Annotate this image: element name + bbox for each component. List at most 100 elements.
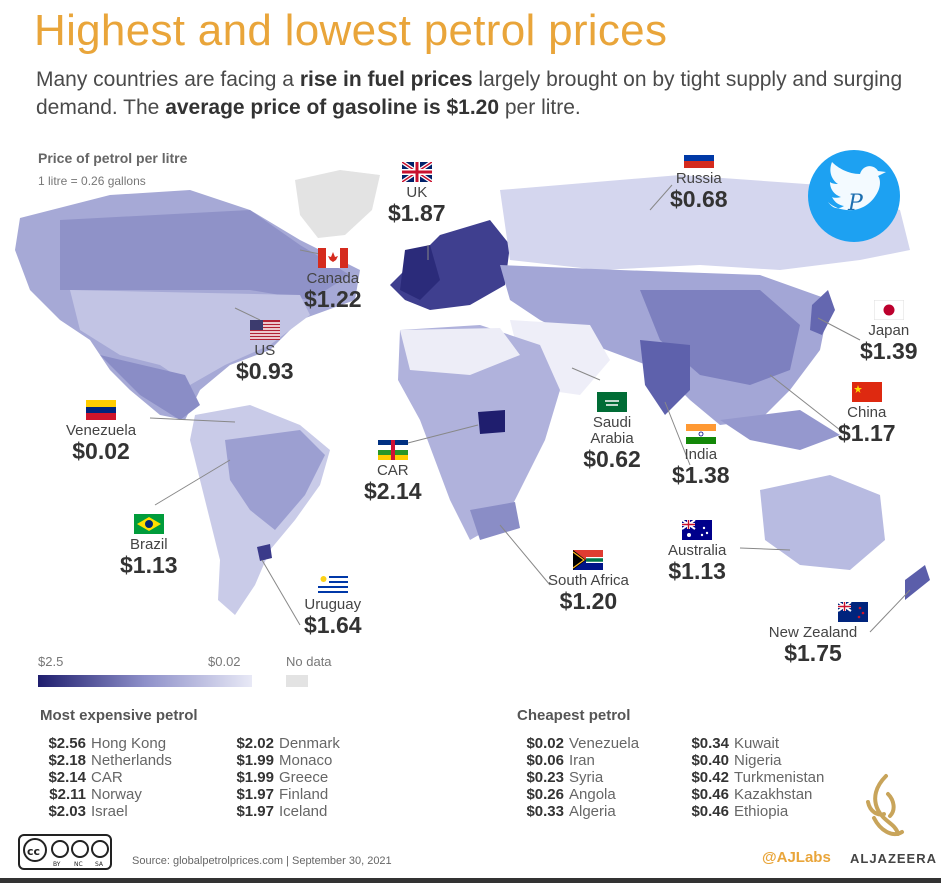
callout-uk: UK $1.87 (388, 162, 446, 225)
callout-car: CAR $2.14 (364, 440, 422, 503)
region-south-africa (470, 502, 520, 540)
leader-russia (649, 184, 673, 211)
callout-india-price: $1.38 (672, 461, 730, 488)
venezuela-flag-icon (86, 400, 117, 420)
list-item: $1.97 Finland (236, 786, 329, 803)
legend-color-scale (38, 675, 252, 687)
callout-south-africa-name: South Africa (548, 572, 629, 589)
world-map (15, 170, 930, 633)
callout-south-africa-price: $1.20 (559, 587, 618, 614)
list-item: $0.46 Kazakhstan (691, 786, 813, 803)
callout-new-zealand-price: $1.75 (784, 639, 842, 666)
callout-russia: Russia $0.68 (670, 148, 728, 211)
leader-australia (739, 547, 791, 551)
list-item: $0.23 Syria (526, 769, 604, 786)
callout-japan-price: $1.39 (860, 337, 918, 364)
region-brazil (225, 430, 325, 530)
callout-new-zealand-name: New Zealand (768, 624, 858, 641)
leader-india (664, 401, 691, 466)
region-australia (760, 475, 885, 570)
list-item: $0.02 Venezuela (526, 735, 640, 752)
callout-us-name: US (254, 342, 276, 359)
leader-car (399, 424, 479, 446)
callout-brazil: Brazil $1.13 (120, 514, 178, 577)
most-expensive-col-2: $2.02 Denmark $1.99 Monaco $1.99 Greece $1.… (226, 735, 339, 820)
callout-venezuela: Venezuela $0.02 (66, 400, 136, 463)
region-car (478, 410, 505, 434)
callout-china-name: China (847, 404, 887, 421)
list-item: $2.03 Israel (48, 803, 128, 820)
list-item: $1.99 Greece (236, 769, 329, 786)
russia-flag-icon (683, 148, 714, 168)
china-flag-icon (851, 382, 882, 402)
creative-commons-badge: cc BY NC SA (18, 834, 112, 870)
legend-nodata-label: No data (286, 654, 332, 669)
footer-divider (0, 878, 941, 883)
region-china (640, 290, 800, 385)
callout-us-price: $0.93 (236, 357, 294, 384)
india-flag-icon (685, 424, 716, 444)
region-japan (810, 290, 835, 335)
callout-canada-name: Canada (306, 270, 360, 287)
leader-venezuela (149, 417, 236, 423)
brazil-flag-icon (133, 514, 164, 534)
callout-venezuela-name: Venezuela (66, 422, 137, 439)
region-se-asia (720, 410, 840, 450)
list-item: $0.42 Turkmenistan (691, 769, 825, 786)
callout-new-zealand: New Zealand $1.75 (758, 602, 868, 665)
callout-china: China $1.17 (838, 382, 896, 445)
callout-saudi-name: Saudi Arabia (590, 414, 634, 447)
callout-brazil-name: Brazil (130, 536, 168, 553)
callout-uk-name: UK (406, 184, 428, 201)
cheapest-col-2: $0.34 Kuwait $0.40 Nigeria $0.42 Turkmenist… (681, 735, 824, 820)
aljazeera-brand: ALJAZEERA (850, 851, 938, 866)
leader-new-zealand (869, 589, 911, 633)
list-item: $0.33 Algeria (526, 803, 616, 820)
legend-max-label: $2.5 (38, 654, 64, 669)
page-subtitle: Many countries are facing a rise in fuel… (36, 68, 903, 119)
callout-australia: Australia $1.13 (668, 520, 726, 583)
callout-south-africa: South Africa $1.20 (548, 550, 629, 613)
callout-canada: Canada $1.22 (304, 248, 362, 311)
uk-flag-icon (401, 162, 432, 182)
list-item: $0.06 Iran (526, 752, 595, 769)
ajlabs-handle: @AJLabs (762, 849, 831, 866)
region-greenland (295, 170, 380, 238)
list-item: $2.56 Hong Kong (48, 735, 167, 752)
callout-australia-price: $1.13 (668, 557, 726, 584)
list-item: $1.97 Iceland (236, 803, 328, 820)
map-price-note: 1 litre = 0.26 gallons (38, 174, 146, 188)
callout-canada-price: $1.22 (304, 285, 362, 312)
list-item: $0.26 Angola (526, 786, 616, 803)
callout-venezuela-price: $0.02 (72, 437, 130, 464)
region-uruguay (257, 544, 272, 561)
leader-china (769, 374, 841, 431)
south-africa-flag-icon (573, 550, 604, 570)
uruguay-flag-icon (317, 574, 348, 594)
list-item: $1.99 Monaco (236, 752, 333, 769)
twitter-logo-icon: P (808, 150, 900, 242)
region-africa (398, 325, 560, 540)
cheapest-title: Cheapest petrol (517, 707, 631, 724)
australia-flag-icon (682, 520, 713, 540)
legend-nodata-swatch (286, 675, 308, 687)
list-item: $0.46 Ethiopia (691, 803, 789, 820)
canada-flag-icon (317, 248, 348, 268)
japan-flag-icon (873, 300, 904, 320)
region-new-zealand (905, 565, 930, 600)
callout-brazil-price: $1.13 (120, 551, 178, 578)
callout-uruguay-name: Uruguay (304, 596, 362, 613)
leader-uruguay (261, 559, 301, 626)
region-india (640, 340, 690, 415)
source-text: Source: globalpetrolprices.com | Septemb… (132, 855, 392, 867)
region-mexico (100, 355, 200, 420)
region-russia (500, 175, 910, 270)
callout-japan: Japan $1.39 (860, 300, 918, 363)
leader-south-africa (499, 524, 551, 586)
callout-russia-price: $0.68 (670, 185, 728, 212)
leader-japan (817, 317, 861, 341)
us-flag-icon (249, 320, 280, 340)
svg-text:BY: BY (53, 861, 61, 868)
most-expensive-col-1: $2.56 Hong Kong $2.18 Netherlands $2.14 CAR… (38, 735, 171, 820)
callout-india: India $1.38 (672, 424, 730, 487)
